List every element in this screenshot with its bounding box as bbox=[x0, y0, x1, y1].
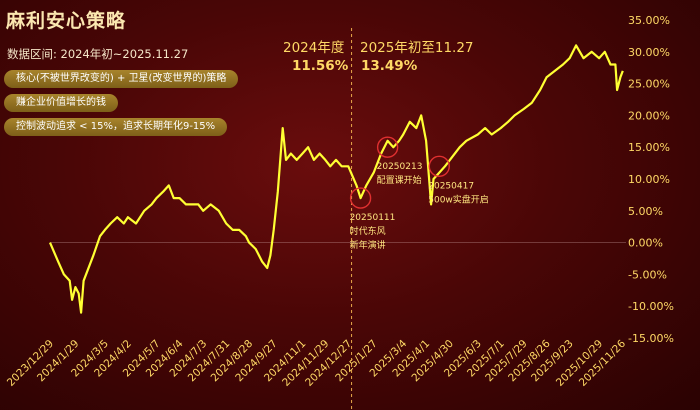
y-tick-label: -5.00% bbox=[628, 268, 667, 281]
y-tick-label: 5.00% bbox=[628, 205, 663, 218]
period-2024-value: 11.56% bbox=[292, 58, 349, 74]
risk-tag: 控制波动追求 < 15%，追求长期年化9-15% bbox=[4, 118, 228, 136]
y-tick-label: 15.00% bbox=[628, 141, 670, 154]
annotation-label: 配置课开始 bbox=[377, 174, 422, 186]
y-tick-label: 35.00% bbox=[628, 14, 670, 27]
date-range: 数据区间: 2024年初~2025.11.27 bbox=[7, 47, 189, 61]
period-2025-value: 13.49% bbox=[361, 58, 418, 74]
annotation-circle bbox=[376, 136, 399, 158]
annotation-circle bbox=[428, 155, 450, 177]
annotation-label: 500w实盘开启 bbox=[428, 193, 489, 205]
y-tick-label: 0.00% bbox=[628, 237, 663, 250]
strategy-tag: 核心(不被世界改变的) + 卫星(改变世界的)策略 bbox=[4, 70, 239, 88]
y-tick-label: 30.00% bbox=[628, 46, 670, 59]
series-line bbox=[48, 44, 624, 314]
annotation-label: 20250417 bbox=[428, 181, 474, 191]
y-tick-label: 25.00% bbox=[628, 78, 670, 91]
y-tick-label: -10.00% bbox=[628, 300, 674, 313]
annotation-label: 新年演讲 bbox=[350, 239, 386, 251]
annotation-label: 时代东风 bbox=[350, 225, 386, 237]
annotation-circle bbox=[349, 187, 372, 209]
annotation-label: 20250111 bbox=[350, 213, 396, 223]
goal-tag: 赚企业价值增长的钱 bbox=[4, 94, 118, 112]
period-2025-label: 2025年初至11.27 bbox=[360, 40, 474, 56]
annotation-label: 20250213 bbox=[377, 162, 423, 172]
y-tick-label: 10.00% bbox=[628, 173, 670, 186]
y-tick-label: -15.00% bbox=[628, 332, 674, 345]
period-2024-label: 2024年度 bbox=[283, 40, 345, 56]
y-tick-label: 20.00% bbox=[628, 109, 670, 122]
chart-title: 麻利安心策略 bbox=[6, 10, 127, 32]
